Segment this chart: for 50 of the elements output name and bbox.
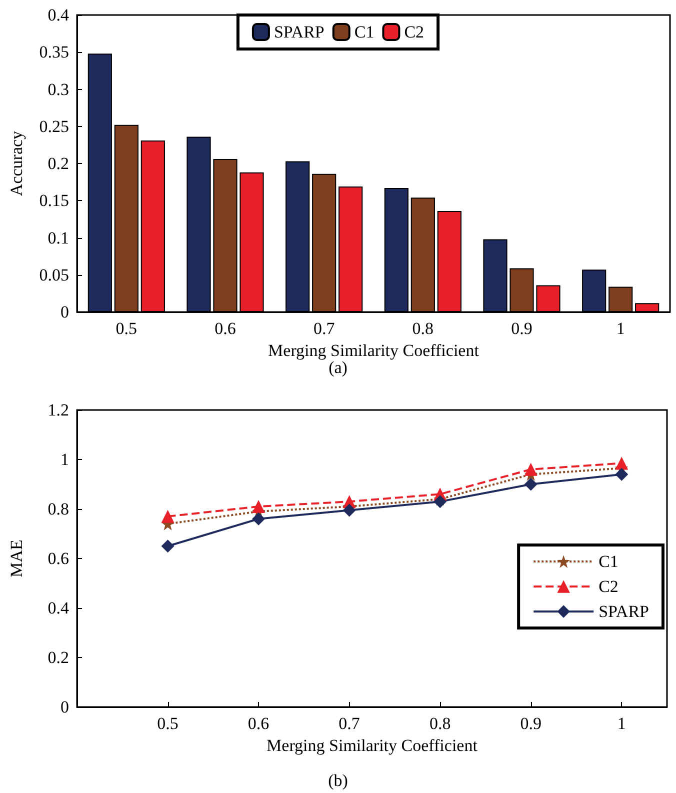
legend-label: SPARP (274, 22, 324, 42)
legend-label: C1 (354, 22, 374, 42)
y-tick-label: 0 (60, 302, 69, 322)
x-tick-label: 0.8 (429, 714, 451, 733)
point (161, 510, 174, 523)
y-tick-label: 0.05 (39, 265, 69, 284)
y-tick-label: 0.2 (48, 154, 69, 173)
x-tick-label: 0.5 (157, 714, 178, 733)
point (434, 495, 447, 508)
y-tick-label: 0.25 (39, 116, 69, 136)
y-tick-label: 1.2 (48, 400, 69, 420)
y-tick-label: 0.3 (48, 80, 69, 99)
point (524, 462, 538, 476)
point (252, 500, 266, 514)
x-tick-label: 0.7 (338, 714, 360, 733)
legend-label: C1 (598, 552, 618, 571)
text: (b) (328, 771, 348, 790)
y-tick-label: 0.4 (48, 6, 70, 24)
y-tick-label: 0 (60, 698, 69, 716)
x-axis-title: Merging Similarity Coefficient (266, 736, 478, 755)
y-tick-label: 0.6 (48, 549, 69, 568)
y-tick-label: 0.8 (48, 500, 69, 518)
x-tick-label: 0.8 (412, 319, 434, 338)
y-tick-label: 0.15 (39, 191, 69, 210)
legend-label: C2 (404, 22, 424, 42)
y-axis-title: MAE (7, 540, 26, 578)
y-tick-label: 0.1 (48, 228, 69, 248)
x-tick-label: 0.9 (511, 319, 532, 338)
x-tick-label: 1 (616, 319, 625, 338)
point (615, 456, 628, 470)
point (342, 504, 356, 517)
point (252, 512, 266, 526)
point (161, 540, 174, 553)
point (615, 468, 628, 481)
x-tick-label: 1 (617, 714, 626, 733)
x-tick-label: 0.6 (214, 319, 236, 338)
x-axis-title: Merging Similarity Coefficient (268, 341, 480, 360)
legend-label: C2 (598, 577, 618, 596)
y-tick-label: 1 (60, 450, 69, 469)
point (524, 478, 538, 491)
legend-label: SPARP (598, 602, 650, 621)
y-axis-title: Accuracy (7, 130, 26, 196)
x-tick-label: 0.6 (248, 714, 270, 733)
y-tick-label: 0.4 (48, 598, 70, 618)
x-tick-label: 0.9 (520, 714, 542, 733)
y-tick-label: 0.35 (39, 42, 69, 62)
text: (a) (328, 358, 348, 377)
y-tick-label: 0.2 (48, 648, 69, 667)
x-tick-label: 0.7 (313, 319, 336, 338)
x-tick-label: 0.5 (116, 319, 138, 338)
